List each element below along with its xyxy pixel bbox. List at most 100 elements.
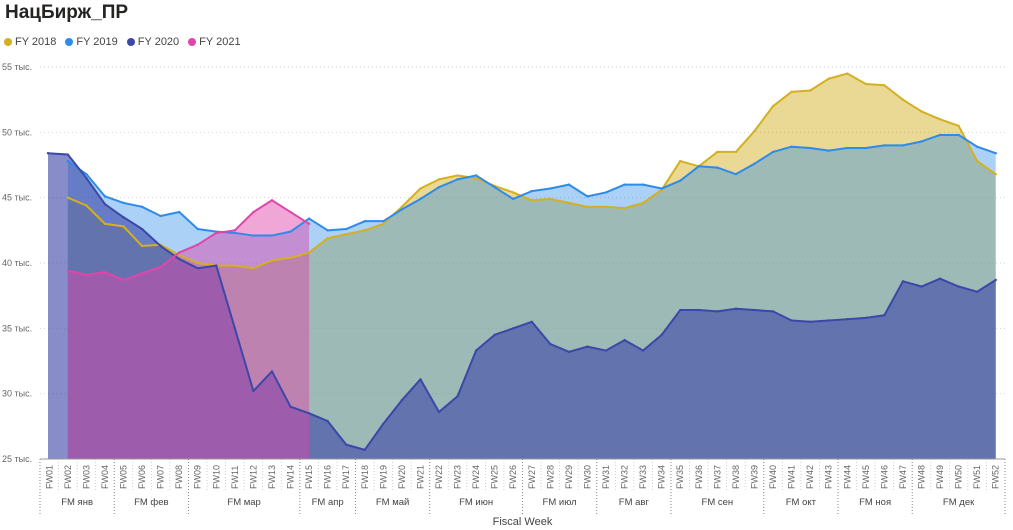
- point-fy-2019-FW36: [697, 165, 700, 168]
- point-fy-2018-FW32: [623, 206, 626, 210]
- point-fy-2018-FW16: [326, 236, 329, 240]
- point-fy-2018-FW50: [957, 124, 960, 128]
- point-fy-2020-FW27: [530, 320, 533, 323]
- point-fy-2018-FW51: [975, 159, 979, 163]
- x-tick-label-FW18: FW18: [360, 465, 370, 489]
- point-fy-2019-FW20: [400, 208, 404, 211]
- legend-item-fy2021[interactable]: FY 2021: [188, 36, 241, 48]
- x-tick-label-FW35: FW35: [675, 465, 685, 489]
- point-fy-2018-FW05: [122, 225, 125, 228]
- point-fy-2019-FW38: [734, 172, 738, 176]
- point-fy-2020-FW44: [846, 317, 849, 321]
- point-fy-2018-FW14: [289, 256, 292, 259]
- point-fy-2021-FW06: [140, 272, 144, 275]
- x-tick-label-FW20: FW20: [397, 465, 407, 489]
- x-tick-label-FW23: FW23: [453, 465, 463, 489]
- point-fy-2018-FW38: [734, 150, 738, 154]
- x-tick-label-FW40: FW40: [768, 465, 778, 489]
- x-tick-label-FW51: FW51: [972, 465, 982, 489]
- point-fy-2020-FW10: [215, 264, 218, 267]
- x-tick-label-FW08: FW08: [174, 465, 184, 489]
- point-fy-2019-FW43: [827, 149, 830, 152]
- area-fy-2020: [48, 153, 996, 460]
- point-fy-2018-FW27: [530, 199, 533, 202]
- x-tick-label-FW33: FW33: [638, 465, 648, 489]
- month-label-8: FM сен: [702, 497, 734, 508]
- point-fy-2018-FW31: [604, 205, 608, 209]
- x-tick-label-FW03: FW03: [81, 465, 91, 489]
- legend-item-fy2018[interactable]: FY 2018: [4, 36, 56, 48]
- point-fy-2018-FW11: [233, 264, 237, 267]
- month-label-1: FM фев: [134, 497, 169, 508]
- line-fy-2020: [47, 152, 997, 451]
- point-fy-2019-FW26: [512, 197, 515, 201]
- legend-label-fy2019: FY 2019: [76, 36, 118, 48]
- legend-label-fy2020: FY 2020: [137, 36, 180, 48]
- point-fy-2021-FW07: [159, 265, 162, 269]
- y-tick-label-1: 30 тыс.: [2, 389, 32, 399]
- x-tick-label-FW15: FW15: [304, 465, 314, 489]
- point-fy-2018-FW15: [307, 251, 311, 254]
- legend-item-fy2019[interactable]: FY 2019: [65, 36, 118, 48]
- month-label-10: FM ноя: [859, 497, 891, 508]
- point-fy-2020-FW05: [122, 216, 125, 219]
- point-fy-2018-FW44: [846, 72, 849, 75]
- x-tick-label-FW41: FW41: [787, 465, 797, 489]
- x-tick-label-FW17: FW17: [341, 465, 351, 489]
- point-fy-2018-FW46: [883, 84, 886, 87]
- point-fy-2018-FW29: [567, 201, 571, 205]
- point-fy-2020-FW02: [66, 153, 70, 156]
- month-label-7: FM авг: [619, 497, 650, 508]
- x-tick-label-FW32: FW32: [620, 465, 630, 489]
- point-fy-2019-FW23: [456, 178, 459, 181]
- point-fy-2020-FW40: [771, 310, 775, 313]
- point-fy-2020-FW25: [493, 333, 496, 337]
- point-fy-2019-FW13: [270, 234, 274, 237]
- y-tick-label-5: 50 тыс.: [2, 127, 32, 137]
- point-fy-2019-FW05: [122, 201, 125, 205]
- y-tick-label-6: 55 тыс.: [2, 62, 32, 72]
- point-fy-2019-FW19: [382, 219, 385, 223]
- x-tick-label-FW37: FW37: [712, 465, 722, 489]
- point-fy-2020-FW03: [85, 176, 88, 180]
- point-fy-2019-FW11: [233, 231, 237, 235]
- point-fy-2021-FW15: [307, 222, 311, 225]
- x-tick-label-FW25: FW25: [490, 465, 500, 489]
- point-fy-2018-FW08: [177, 253, 181, 257]
- month-label-3: FM апр: [312, 497, 344, 508]
- point-fy-2020-FW33: [641, 349, 645, 352]
- x-tick-label-FW21: FW21: [415, 465, 425, 489]
- area-fy-2021: [67, 200, 310, 459]
- x-tick-label-FW43: FW43: [824, 465, 834, 489]
- point-fy-2019-FW04: [103, 195, 107, 198]
- x-tick-label-FW52: FW52: [991, 465, 1001, 489]
- point-fy-2018-FW41: [790, 90, 793, 94]
- legend-dot-fy2021: [188, 38, 197, 46]
- month-label-9: FM окт: [786, 497, 817, 508]
- point-fy-2019-FW41: [790, 145, 793, 148]
- point-fy-2019-FW09: [196, 227, 199, 231]
- point-fy-2018-FW21: [419, 187, 422, 190]
- point-fy-2018-FW35: [679, 159, 682, 163]
- point-fy-2019-FW02: [66, 159, 70, 163]
- point-fy-2020-FW29: [567, 350, 571, 354]
- point-fy-2020-FW46: [883, 314, 886, 317]
- x-tick-label-FW45: FW45: [861, 465, 871, 489]
- point-fy-2020-FW17: [345, 443, 348, 446]
- legend-dot-fy2019: [65, 38, 74, 46]
- point-fy-2019-FW16: [326, 229, 329, 232]
- legend-item-fy2020[interactable]: FY 2020: [126, 36, 180, 48]
- x-tick-label-FW27: FW27: [527, 465, 537, 489]
- point-fy-2020-FW08: [177, 257, 181, 261]
- x-tick-label-FW07: FW07: [156, 465, 166, 489]
- legend: FY 2018 FY 2019 FY 2020 FY 2021: [4, 36, 241, 48]
- point-fy-2019-FW45: [864, 146, 868, 150]
- point-fy-2021-FW05: [122, 278, 125, 282]
- x-tick-label-FW05: FW05: [119, 465, 129, 489]
- point-fy-2019-FW15: [307, 217, 311, 220]
- legend-dot-fy2018: [4, 38, 12, 46]
- point-fy-2018-FW43: [827, 77, 830, 80]
- point-fy-2019-FW03: [85, 172, 88, 176]
